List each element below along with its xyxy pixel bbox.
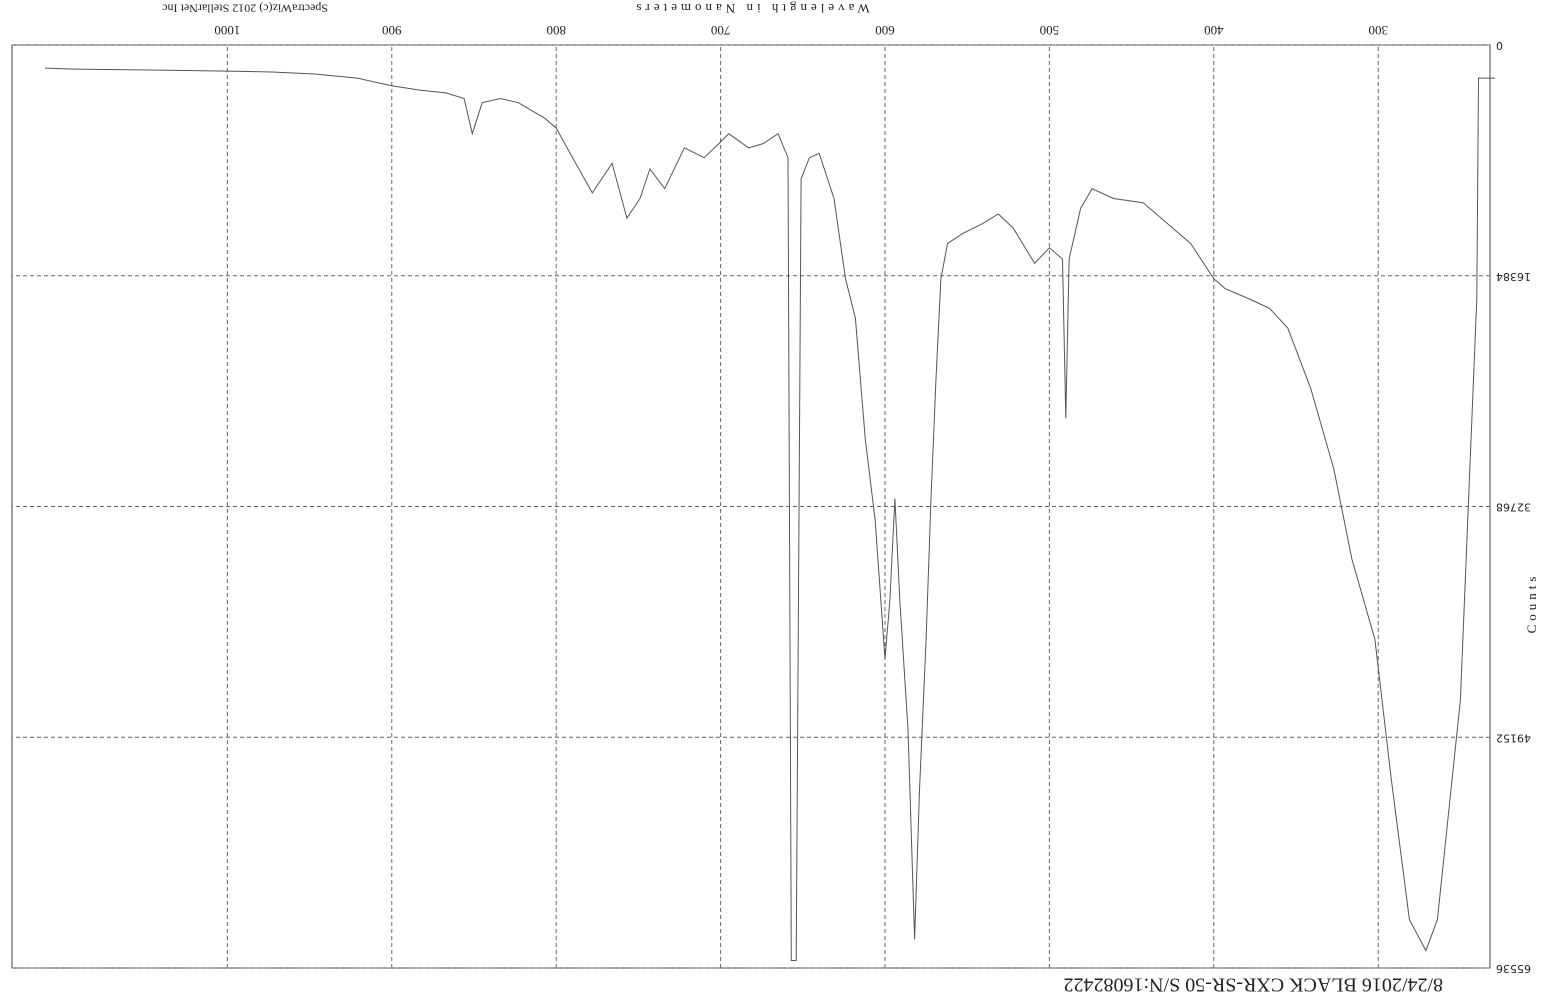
x-tick-label: 900 — [382, 23, 402, 38]
y-tick-label: 65536 — [1496, 962, 1531, 975]
y-tick-label: 16384 — [1496, 270, 1531, 283]
y-tick-label: 0 — [1496, 39, 1503, 52]
x-tick-label: 600 — [875, 23, 895, 38]
y-tick-label: 49152 — [1496, 731, 1531, 744]
x-axis-label: Wavelength in Nanometers — [632, 1, 869, 16]
x-tick-label: 300 — [1368, 23, 1388, 38]
x-tick-label: 700 — [711, 23, 731, 38]
spectrum-line — [44, 67, 1495, 961]
x-tick-label: 500 — [1040, 23, 1060, 38]
x-tick-label: 1000 — [214, 23, 240, 38]
y-tick-label: 32768 — [1496, 501, 1531, 514]
x-tick-label: 400 — [1204, 23, 1224, 38]
x-tick-label: 800 — [546, 23, 566, 38]
chart-title: 8/24/2016 BLACK CXR-SR-50 S/N:16082422 — [1064, 973, 1443, 993]
chart-body: 8/24/2016 BLACK CXR-SR-50 S/N:16082422 W… — [11, 1, 1539, 995]
y-axis-label: Counts — [1524, 573, 1539, 634]
footer: SpectraWiz(c) 2012 StellarNet Inc — [162, 1, 328, 15]
